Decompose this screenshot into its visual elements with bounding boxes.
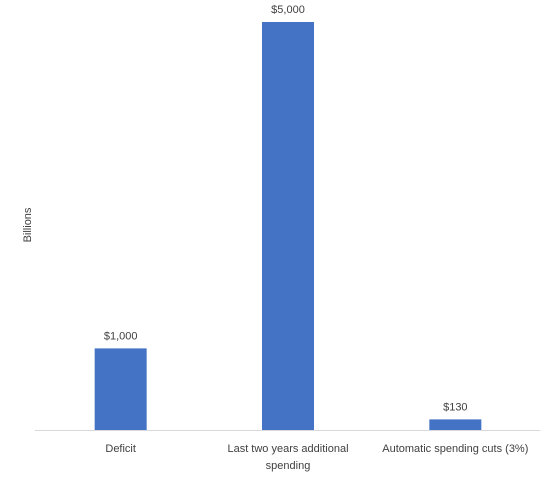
label-line: Last two years additional [227,443,348,455]
value-label: $5,000 [271,4,305,16]
bar [262,22,314,430]
value-label: $130 [443,401,467,413]
label-line: spending [266,460,311,472]
x-tick-label: Deficit [105,443,136,455]
y-axis-label: Billions [22,207,34,242]
value-label: $1,000 [104,330,138,342]
bar [94,348,147,430]
x-tick-label: Last two years additional spending [227,443,348,472]
x-tick-label: Automatic spending cuts (3%) [382,443,528,455]
bar [429,419,482,430]
